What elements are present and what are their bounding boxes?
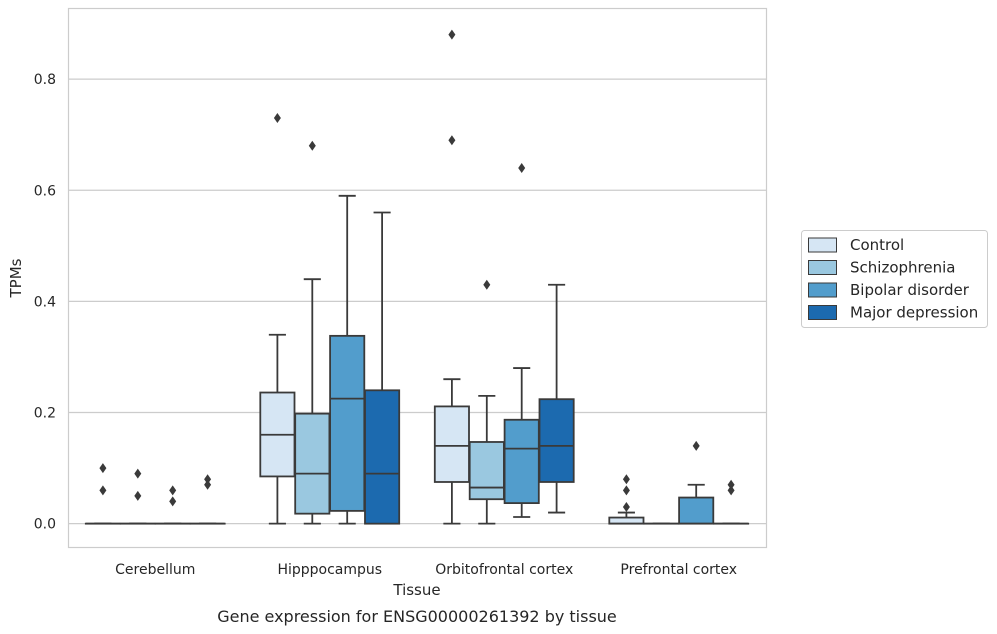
outlier-marker (448, 135, 456, 146)
outlier-marker (204, 474, 212, 485)
outlier-marker (99, 485, 107, 496)
outlier-marker (169, 485, 177, 496)
box-rect (329, 334, 366, 512)
outlier-marker (273, 113, 281, 124)
box-rect (503, 418, 540, 505)
x-tick-labels: Cerebellum Hipppocampus Orbitofrontal cort… (115, 562, 737, 578)
legend-label: Control (850, 236, 904, 254)
box-rect (433, 405, 470, 483)
box-rect (468, 441, 505, 501)
box-rect (364, 389, 401, 525)
outlier-marker (134, 490, 142, 501)
outlier-marker (518, 163, 526, 174)
outlier-marker (622, 474, 630, 485)
outlier-marker (727, 479, 735, 490)
outlier-marker (308, 140, 316, 151)
outlier-marker (204, 479, 212, 490)
box-rect (608, 516, 645, 525)
y-tick-label: 0.8 (34, 72, 56, 88)
y-tick-label: 0.6 (34, 183, 56, 199)
y-tick-label: 0.4 (34, 294, 56, 310)
box-2-0 (154, 485, 191, 525)
x-tick-label: Cerebellum (115, 562, 195, 578)
outlier-marker (169, 496, 177, 507)
y-tick-label: 0.0 (34, 517, 56, 533)
y-axis-label: TPMs (7, 258, 25, 298)
x-tick-label: Orbitofrontal cortex (435, 562, 573, 578)
box-groups (84, 29, 750, 525)
box-2-2 (503, 163, 540, 518)
legend-swatch (808, 305, 837, 320)
x-tick-label: Prefrontal cortex (620, 562, 737, 578)
box-3-3 (713, 479, 750, 525)
outlier-marker (622, 485, 630, 496)
box-3-1 (364, 211, 401, 525)
x-tick-label: Hipppocampus (277, 562, 382, 578)
box-rect (294, 412, 331, 515)
legend-label: Major depression (850, 304, 978, 322)
box-1-0 (119, 468, 156, 525)
outlier-marker (622, 501, 630, 512)
box-0-0 (84, 463, 121, 525)
legend-label: Schizophrenia (850, 259, 955, 277)
y-tick-labels: 0.0 0.2 0.4 0.6 0.8 (34, 72, 56, 533)
box-2-1 (329, 194, 366, 525)
outlier-marker (99, 463, 107, 474)
legend-swatch (808, 260, 837, 275)
legend-label: Bipolar disorder (850, 281, 970, 299)
box-2-3 (678, 440, 715, 525)
legend-frame (801, 230, 988, 328)
outlier-marker (483, 279, 491, 290)
box-1-2 (468, 279, 505, 525)
x-axis-label: Tissue (392, 581, 440, 599)
legend-swatch (808, 237, 837, 253)
box-rect (678, 496, 715, 525)
legend-swatch (808, 282, 837, 298)
box-0-3 (608, 474, 645, 525)
box-1-1 (294, 140, 331, 525)
box-3-2 (538, 283, 575, 514)
outlier-marker (692, 440, 700, 451)
y-tick-label: 0.2 (34, 406, 56, 422)
box-3-0 (189, 474, 226, 525)
box-rect (538, 398, 575, 483)
box-0-1 (259, 113, 296, 525)
outlier-marker (448, 29, 456, 40)
chart-caption: Gene expression for ENSG00000261392 by t… (217, 607, 617, 626)
outlier-marker (727, 485, 735, 496)
legend: Control Schizophrenia Bipolar disorder Majo… (801, 230, 988, 328)
plot-frame (67, 7, 768, 549)
outlier-marker (134, 468, 142, 479)
